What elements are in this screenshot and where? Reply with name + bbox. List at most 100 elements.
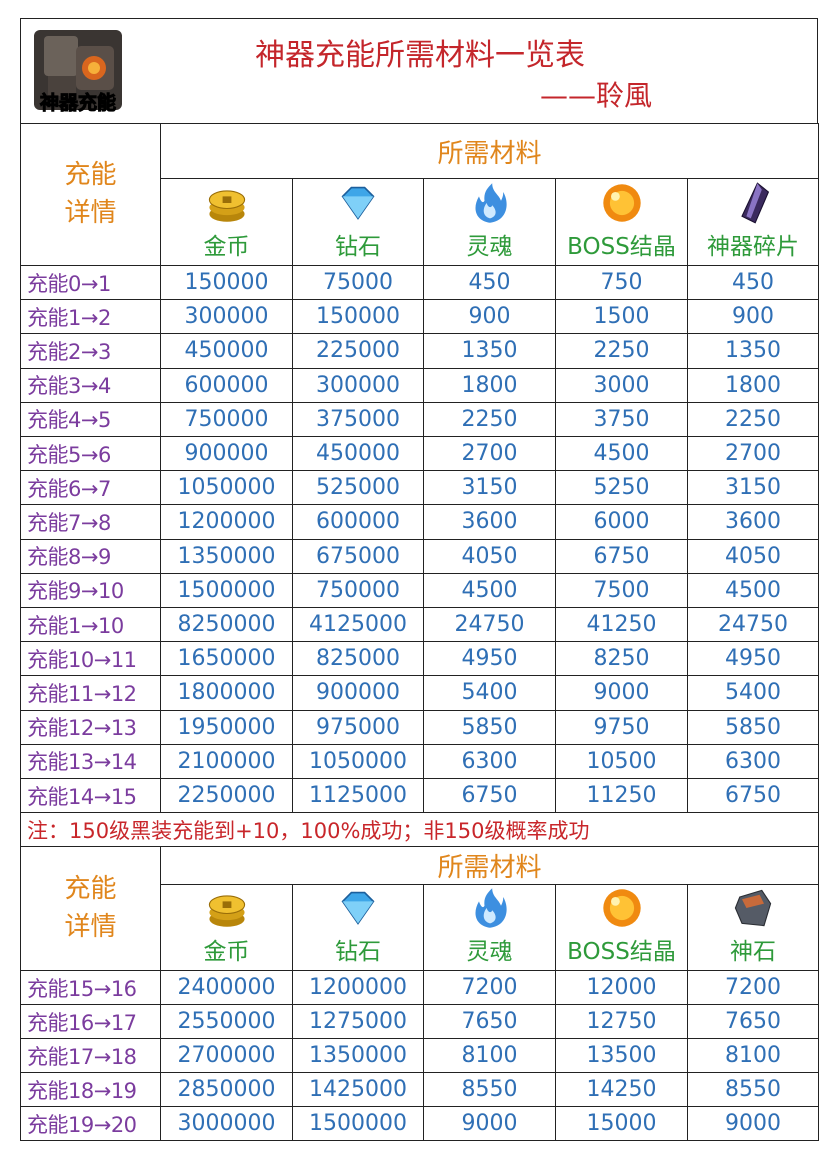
value-cell: 3600 [423, 504, 556, 540]
value-cell: 1200000 [292, 970, 424, 1005]
corner-header: 充能详情 [20, 123, 161, 266]
material-header: 钻石 [292, 884, 424, 971]
value-cell: 1200000 [160, 504, 293, 540]
note: 注：150级黑装充能到+10，100%成功；非150级概率成功 [20, 812, 819, 847]
row-label: 充能13→14 [20, 743, 161, 779]
value-cell: 1350 [423, 333, 556, 369]
material-header: 金币 [160, 884, 293, 971]
value-cell: 3150 [687, 470, 819, 506]
title: 神器充能所需材料一览表 [255, 38, 585, 73]
value-cell: 675000 [292, 538, 424, 574]
row-label: 充能15→16 [20, 970, 161, 1005]
value-cell: 4500 [555, 436, 688, 472]
row-label: 充能19→20 [20, 1106, 161, 1141]
row-label: 充能1→2 [20, 299, 161, 335]
row-label: 充能6→7 [20, 470, 161, 506]
value-cell: 3600 [687, 504, 819, 540]
row-label: 充能18→19 [20, 1072, 161, 1107]
row-label: 充能9→10 [20, 572, 161, 608]
value-cell: 450 [687, 265, 819, 301]
material-header: BOSS结晶 [555, 884, 688, 971]
value-cell: 2700 [687, 436, 819, 472]
value-cell: 13500 [555, 1038, 688, 1073]
value-cell: 1500000 [292, 1106, 424, 1141]
value-cell: 600000 [292, 504, 424, 540]
material-header: 金币 [160, 178, 293, 266]
value-cell: 4950 [423, 641, 556, 677]
row-label: 充能16→17 [20, 1004, 161, 1039]
material-header: 灵魂 [423, 178, 556, 266]
value-cell: 5400 [423, 675, 556, 711]
value-cell: 8250000 [160, 607, 293, 643]
value-cell: 2250 [555, 333, 688, 369]
author: ——聆風 [540, 79, 653, 112]
material-name: 金币 [203, 234, 250, 260]
badge-label: 神器充能 [39, 92, 116, 115]
value-cell: 150000 [292, 299, 424, 335]
value-cell: 1275000 [292, 1004, 424, 1039]
group-header: 所需材料 [160, 846, 819, 885]
value-cell: 1800 [687, 367, 819, 403]
value-cell: 24750 [687, 607, 819, 643]
material-icon [208, 895, 245, 927]
value-cell: 8100 [423, 1038, 556, 1073]
row-label: 充能0→1 [20, 265, 161, 301]
badge-icon [34, 30, 122, 110]
value-cell: 1500000 [160, 572, 293, 608]
value-cell: 12000 [555, 970, 688, 1005]
value-cell: 450000 [292, 436, 424, 472]
material-name: 钻石 [335, 234, 381, 260]
value-cell: 1800000 [160, 675, 293, 711]
material-header: 钻石 [292, 178, 424, 266]
value-cell: 2250000 [160, 778, 293, 814]
value-cell: 750000 [160, 401, 293, 437]
value-cell: 7500 [555, 572, 688, 608]
material-icon [741, 182, 770, 224]
row-label: 充能5→6 [20, 436, 161, 472]
value-cell: 6750 [687, 778, 819, 814]
corner-text: 充能详情 [64, 159, 117, 228]
value-cell: 1425000 [292, 1072, 424, 1107]
value-cell: 5400 [687, 675, 819, 711]
value-cell: 4050 [423, 538, 556, 574]
row-label: 充能1→10 [20, 607, 161, 643]
material-icon [208, 190, 245, 222]
value-cell: 1650000 [160, 641, 293, 677]
value-cell: 24750 [423, 607, 556, 643]
value-cell: 1500 [555, 299, 688, 335]
material-icon [734, 889, 772, 927]
value-cell: 6300 [687, 743, 819, 779]
value-cell: 600000 [160, 367, 293, 403]
value-cell: 825000 [292, 641, 424, 677]
value-cell: 4950 [687, 641, 819, 677]
value-cell: 2400000 [160, 970, 293, 1005]
row-label: 充能11→12 [20, 675, 161, 711]
material-icon [341, 186, 375, 220]
material-header: BOSS结晶 [555, 178, 688, 266]
corner-text: 充能详情 [64, 873, 117, 942]
row-label: 充能4→5 [20, 401, 161, 437]
material-name: 钻石 [335, 939, 381, 965]
value-cell: 900000 [292, 675, 424, 711]
value-cell: 2100000 [160, 743, 293, 779]
value-cell: 900 [687, 299, 819, 335]
value-cell: 6000 [555, 504, 688, 540]
row-label: 充能2→3 [20, 333, 161, 369]
value-cell: 7200 [687, 970, 819, 1005]
value-cell: 300000 [160, 299, 293, 335]
value-cell: 150000 [160, 265, 293, 301]
value-cell: 975000 [292, 709, 424, 745]
material-name: 金币 [203, 939, 250, 965]
value-cell: 8100 [687, 1038, 819, 1073]
row-label: 充能14→15 [20, 778, 161, 814]
row-label: 充能12→13 [20, 709, 161, 745]
row-label: 充能10→11 [20, 641, 161, 677]
value-cell: 1350000 [292, 1038, 424, 1073]
value-cell: 5850 [687, 709, 819, 745]
value-cell: 5250 [555, 470, 688, 506]
value-cell: 1125000 [292, 778, 424, 814]
material-name: 神器碎片 [707, 234, 799, 260]
value-cell: 1050000 [292, 743, 424, 779]
value-cell: 7650 [687, 1004, 819, 1039]
value-cell: 2250 [423, 401, 556, 437]
